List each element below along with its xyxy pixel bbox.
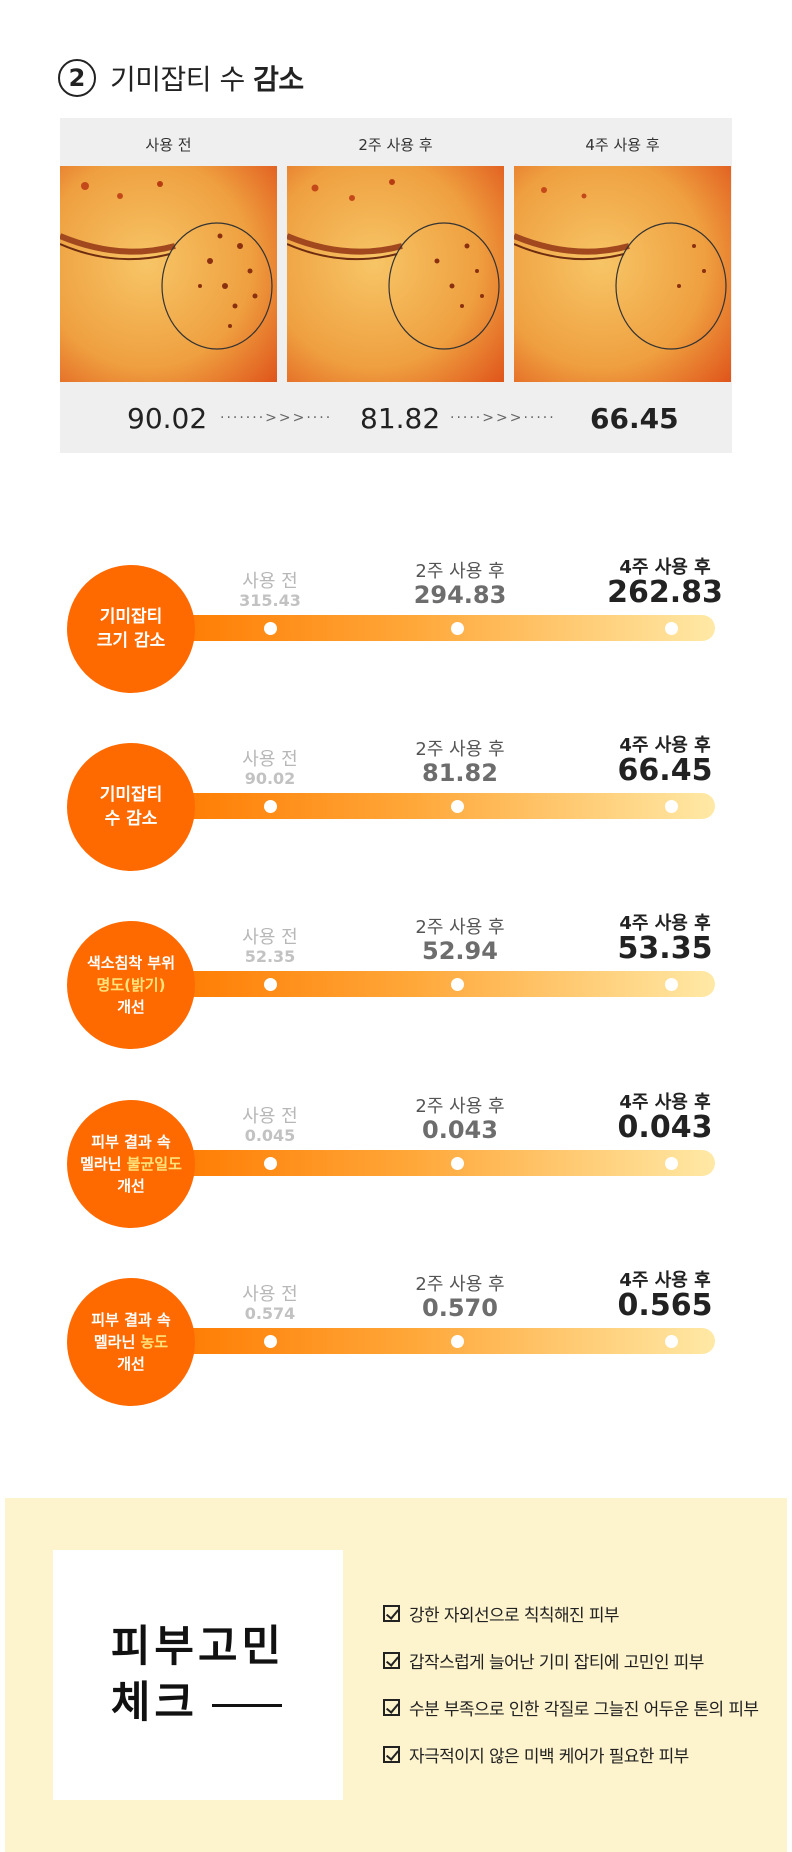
skin-photo-2weeks (287, 166, 504, 382)
bar-dot-2weeks (451, 978, 464, 991)
before-value: 315.43 (239, 591, 301, 610)
bar-dot-4weeks (665, 1335, 678, 1348)
dots-arrow-2: ·····>>>····· (450, 410, 556, 426)
before-label: 사용 전 (242, 749, 298, 770)
4weeks-value: 0.043 (617, 1110, 713, 1145)
label-4weeks: 4주 사용 후 (585, 136, 660, 154)
4weeks-value: 262.83 (607, 575, 723, 610)
bar-dot-4weeks (665, 622, 678, 635)
score-2weeks: 81.82 (360, 402, 441, 435)
2weeks-label: 2주 사용 후 (415, 739, 505, 760)
section-heading: 2 기미잡티 수 감소 (58, 58, 304, 98)
progress-bar (170, 793, 715, 819)
before-label: 사용 전 (242, 571, 298, 592)
metric-size-reduction: 기미잡티 크기 감소 사용 전 315.43 2주 사용 후 294.83 4주… (0, 545, 792, 695)
bar-dot-4weeks (665, 978, 678, 991)
bar-dot-2weeks (451, 1157, 464, 1170)
check-list: 강한 자외선으로 칙칙해진 피부 갑작스럽게 늘어난 기미 잡티에 고민인 피부… (383, 1590, 759, 1778)
bar-dot-before (264, 978, 277, 991)
4weeks-value: 0.565 (617, 1288, 713, 1323)
bar-dot-before (264, 800, 277, 813)
bar-dot-2weeks (451, 622, 464, 635)
dash-line (212, 1704, 282, 1707)
dots-arrow-1: ·······>>>···· (220, 410, 333, 426)
check-title: 피부고민 체크 (110, 1622, 286, 1728)
metric-circle: 색소침착 부위 명도(밝기) 개선 (67, 921, 195, 1049)
bar-dot-before (264, 1157, 277, 1170)
4weeks-label: 4주 사용 후 (619, 735, 711, 756)
checkbox-checked-icon (383, 1699, 400, 1716)
2weeks-label: 2주 사용 후 (415, 561, 505, 582)
bar-dot-2weeks (451, 1335, 464, 1348)
before-after-panel: 사용 전 2주 사용 후 4주 사용 후 (60, 118, 732, 453)
section-title: 기미잡티 수 감소 (110, 63, 304, 96)
skin-photo-before (60, 166, 277, 382)
bar-dot-2weeks (451, 800, 464, 813)
skin-concern-check: 피부고민 체크 강한 자외선으로 칙칙해진 피부 갑작스럽게 늘어난 기미 잡티… (5, 1498, 787, 1852)
progress-bar (170, 1150, 715, 1176)
metric-melanin-concentration: 피부 결과 속 멜라닌 농도 개선 사용 전 0.574 2주 사용 후 0.5… (0, 1258, 792, 1408)
metric-brightness: 색소침착 부위 명도(밝기) 개선 사용 전 52.35 2주 사용 후 52.… (0, 901, 792, 1051)
bar-dot-4weeks (665, 1157, 678, 1170)
2weeks-value: 294.83 (413, 581, 507, 609)
check-title-box: 피부고민 체크 (53, 1550, 343, 1800)
2weeks-value: 0.570 (422, 1294, 498, 1322)
score-before: 90.02 (127, 402, 208, 435)
4weeks-value: 66.45 (617, 753, 713, 788)
4weeks-label: 4주 사용 후 (619, 1270, 711, 1291)
4weeks-label: 4주 사용 후 (619, 1092, 711, 1113)
check-item: 자극적이지 않은 미백 케어가 필요한 피부 (383, 1731, 758, 1778)
before-label: 사용 전 (242, 1106, 298, 1127)
checkbox-checked-icon (383, 1605, 400, 1622)
metric-circle: 피부 결과 속 멜라닌 불균일도 개선 (67, 1100, 195, 1228)
before-value: 0.045 (244, 1126, 296, 1145)
4weeks-label: 4주 사용 후 (619, 913, 711, 934)
metric-melanin-unevenness: 피부 결과 속 멜라닌 불균일도 개선 사용 전 0.045 2주 사용 후 0… (0, 1080, 792, 1230)
before-label: 사용 전 (242, 927, 298, 948)
before-value: 90.02 (244, 769, 296, 788)
progress-bar (170, 615, 715, 641)
before-label: 사용 전 (242, 1284, 298, 1305)
before-value: 52.35 (244, 947, 296, 966)
check-item: 갑작스럽게 늘어난 기미 잡티에 고민인 피부 (383, 1637, 758, 1684)
metric-count-reduction: 기미잡티 수 감소 사용 전 90.02 2주 사용 후 81.82 4주 사용… (0, 723, 792, 873)
2weeks-value: 52.94 (422, 937, 498, 965)
checkbox-checked-icon (383, 1746, 400, 1763)
2weeks-value: 81.82 (422, 759, 498, 787)
metric-circle: 기미잡티 크기 감소 (67, 565, 195, 693)
label-before: 사용 전 (145, 136, 192, 154)
metric-circle: 기미잡티 수 감소 (67, 743, 195, 871)
score-row: 90.02 ·······>>>···· 81.82 ·····>>>·····… (60, 388, 732, 450)
4weeks-label: 4주 사용 후 (619, 557, 711, 578)
progress-bar (170, 1328, 715, 1354)
skin-photo-4weeks (514, 166, 731, 382)
check-item: 수분 부족으로 인한 각질로 그늘진 어두운 톤의 피부 (383, 1684, 759, 1731)
check-item: 강한 자외선으로 칙칙해진 피부 (383, 1590, 758, 1637)
2weeks-value: 0.043 (422, 1116, 498, 1144)
bar-dot-4weeks (665, 800, 678, 813)
4weeks-value: 53.35 (617, 931, 713, 966)
2weeks-label: 2주 사용 후 (415, 917, 505, 938)
label-2weeks: 2주 사용 후 (358, 136, 433, 154)
section-number: 2 (58, 59, 96, 97)
metric-circle: 피부 결과 속 멜라닌 농도 개선 (67, 1278, 195, 1406)
progress-bar (170, 971, 715, 997)
2weeks-label: 2주 사용 후 (415, 1096, 505, 1117)
2weeks-label: 2주 사용 후 (415, 1274, 505, 1295)
score-4weeks: 66.45 (590, 402, 679, 435)
bar-dot-before (264, 1335, 277, 1348)
bar-dot-before (264, 622, 277, 635)
before-value: 0.574 (244, 1304, 296, 1323)
checkbox-checked-icon (383, 1652, 400, 1669)
